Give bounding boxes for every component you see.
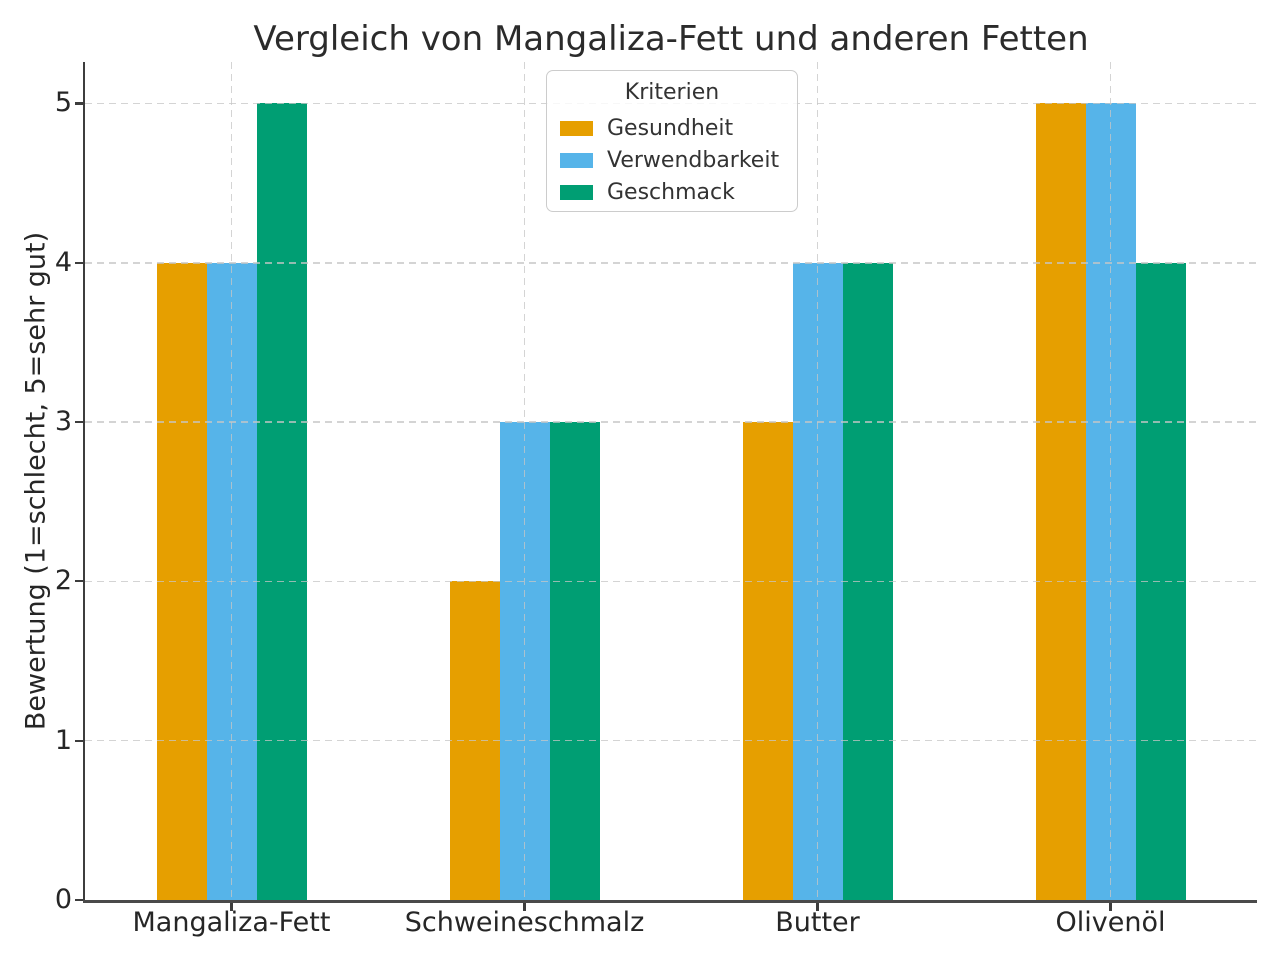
y-tick-label: 2 (54, 565, 72, 597)
legend-swatch-icon (560, 184, 593, 200)
horizontal-gridline (85, 739, 1257, 742)
x-tick-mark (523, 902, 526, 911)
legend-title: Kriterien (624, 80, 720, 105)
y-tick-label: 1 (54, 724, 72, 756)
x-tick-mark (1109, 902, 1112, 911)
y-tick-mark (75, 261, 83, 264)
legend-label: Gesundheit (607, 115, 734, 141)
y-tick-mark (75, 420, 83, 424)
y-tick-label: 3 (54, 406, 72, 438)
bar (1035, 103, 1086, 900)
legend: Kriterien Gesundheit Verwendbarkeit Geschm… (546, 70, 798, 212)
y-tick-mark (75, 739, 83, 742)
horizontal-gridline (85, 421, 1257, 423)
legend-entry: Geschmack (547, 176, 797, 208)
x-tick-label: Mangaliza-Fett (132, 907, 331, 938)
legend-label: Geschmack (607, 179, 735, 205)
legend-entry: Verwendbarkeit (547, 144, 797, 176)
vertical-gridline (816, 62, 819, 900)
x-tick-label: Olivenöl (1055, 907, 1166, 938)
legend-swatch-icon (560, 152, 593, 168)
horizontal-gridline (85, 580, 1257, 583)
x-tick-mark (816, 902, 819, 911)
chart-title: Vergleich von Mangaliza-Fett und anderen… (253, 19, 1089, 59)
plot-area (75, 62, 1257, 911)
vertical-gridline (230, 62, 233, 900)
legend-entry: Gesundheit (547, 112, 797, 144)
legend-entries: Gesundheit Verwendbarkeit Geschmack (547, 112, 797, 208)
bar (256, 103, 307, 900)
x-axis-spine (82, 900, 1257, 903)
legend-label: Verwendbarkeit (607, 147, 780, 173)
x-tick-label: Butter (775, 907, 860, 938)
legend-swatch-icon (560, 120, 593, 136)
y-axis-spine (82, 62, 85, 903)
x-tick-label: Schweineschmalz (404, 907, 645, 938)
y-tick-label: 0 (54, 884, 72, 915)
y-tick-label: 4 (54, 246, 72, 278)
horizontal-gridline (85, 261, 1257, 264)
x-tick-mark (230, 902, 233, 911)
bar (742, 422, 793, 900)
vertical-gridline (1109, 62, 1112, 900)
y-tick-mark (75, 580, 83, 583)
y-tick-label: 5 (54, 87, 72, 119)
y-tick-mark (75, 102, 83, 105)
bar (549, 422, 600, 900)
y-tick-mark (75, 898, 83, 902)
vertical-gridline (523, 62, 526, 900)
y-axis-label: Bewertung (1=schlecht, 5=sehr gut) (20, 231, 52, 731)
